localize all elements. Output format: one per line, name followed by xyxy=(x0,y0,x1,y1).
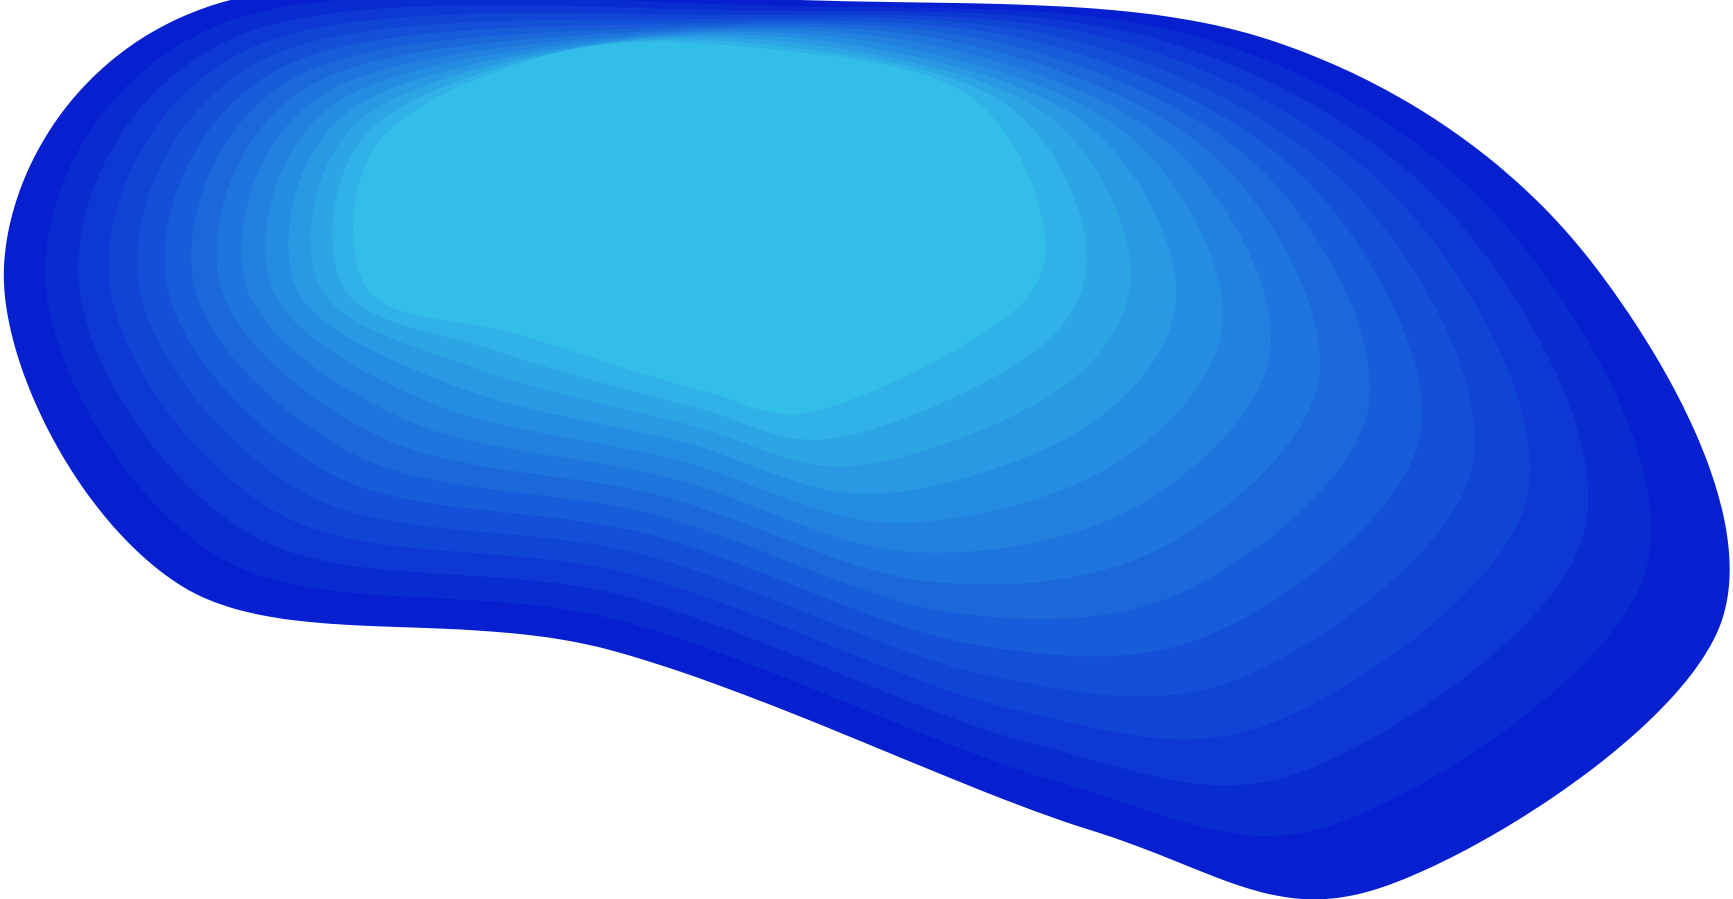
blob-layer-group xyxy=(3,0,1730,899)
blob-layer-14 xyxy=(352,41,1046,415)
